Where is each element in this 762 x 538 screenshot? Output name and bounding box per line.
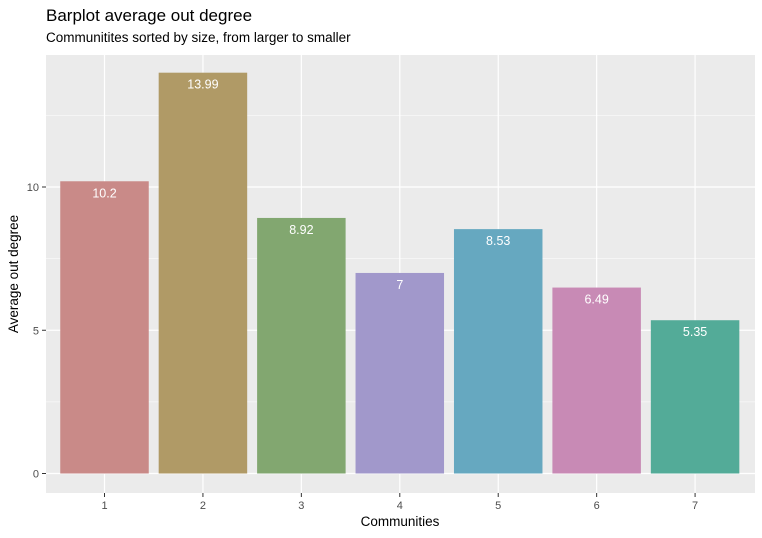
chart-title: Barplot average out degree [46,6,252,25]
x-axis-ticks: 1 2 3 4 5 6 7 [101,493,698,512]
bar-value-labels: 10.2 13.99 8.92 7 8.53 6.49 5.35 [92,78,707,340]
y-axis-title: Average out degree [6,215,21,333]
bar-value-label: 10.2 [92,186,116,200]
bar [355,272,445,474]
x-tick-label: 5 [495,500,501,512]
bar [60,181,149,474]
bar-value-label: 5.35 [683,325,707,339]
x-tick-label: 7 [692,500,698,512]
bar [453,229,543,474]
bar-value-label: 7 [396,278,403,292]
y-axis-ticks: 0 5 10 [27,182,46,481]
x-tick-label: 1 [101,500,107,512]
bar [158,72,248,474]
y-tick-label: 10 [27,182,39,194]
bars [60,72,740,474]
chart-subtitle: Communitites sorted by size, from larger… [46,30,351,45]
y-tick-label: 0 [33,469,39,481]
x-tick-label: 6 [594,500,600,512]
x-axis-title: Communities [361,514,440,529]
x-tick-label: 4 [397,500,403,512]
x-tick-label: 2 [200,500,206,512]
bar [650,320,740,474]
bar [552,287,641,474]
bar-value-label: 8.53 [486,234,510,248]
bar-value-label: 8.92 [289,223,313,237]
bar [257,217,346,474]
x-tick-label: 3 [298,500,304,512]
y-tick-label: 5 [33,325,39,337]
bar-value-label: 13.99 [187,78,218,92]
bar-value-label: 6.49 [584,293,608,307]
